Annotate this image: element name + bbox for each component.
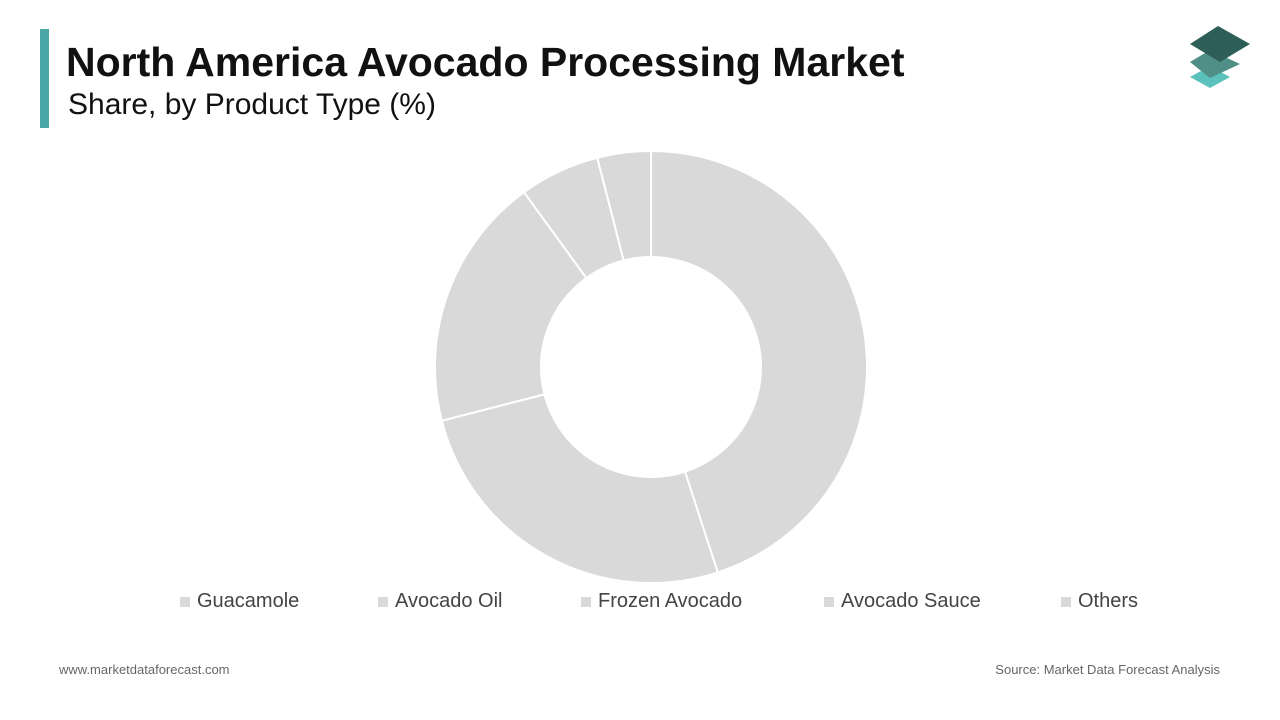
- chart-subtitle: Share, by Product Type (%): [68, 88, 436, 121]
- legend-swatch: [1061, 596, 1071, 607]
- donut-slice-frozen-avocado: [434, 190, 588, 422]
- footer-website: www.marketdataforecast.com: [59, 662, 230, 677]
- legend-item-avocado-oil: Avocado Oil: [378, 590, 502, 613]
- legend-swatch: [824, 596, 834, 607]
- legend-label: Avocado Sauce: [841, 590, 981, 612]
- legend-item-frozen-avocado: Frozen Avocado: [581, 590, 742, 613]
- legend-item-avocado-sauce: Avocado Sauce: [824, 590, 981, 613]
- legend-swatch: [581, 596, 591, 607]
- legend-swatch: [180, 596, 190, 607]
- legend-label: Frozen Avocado: [598, 590, 743, 612]
- chart-legend: Guacamole Avocado Oil Frozen Avocado Avocad…: [0, 590, 1280, 616]
- donut-slice-avocado-oil: [440, 393, 720, 584]
- legend-label: Avocado Oil: [395, 590, 503, 612]
- footer-source: Source: Market Data Forecast Analysis: [995, 662, 1220, 677]
- title-accent-bar: [40, 29, 49, 128]
- legend-swatch: [378, 596, 388, 607]
- donut-slices: [434, 149, 868, 584]
- legend-item-guacamole: Guacamole: [180, 590, 299, 613]
- legend-item-others: Others: [1061, 590, 1138, 613]
- legend-label: Others: [1078, 590, 1139, 612]
- logo-layer-middle: [1190, 50, 1240, 78]
- legend-label: Guacamole: [197, 590, 300, 612]
- donut-slice-others: [596, 149, 652, 262]
- donut-slice-guacamole: [650, 149, 868, 574]
- stacked-layers-icon: [1190, 26, 1250, 88]
- logo-layer-top: [1190, 26, 1250, 62]
- chart-title: North America Avocado Processing Market: [66, 39, 905, 85]
